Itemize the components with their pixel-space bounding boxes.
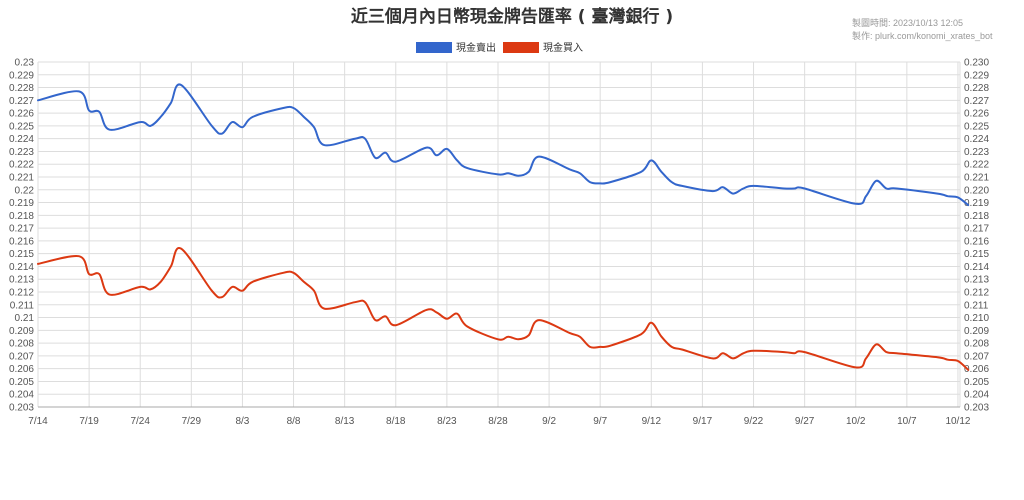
- legend-swatch-buy: [503, 42, 539, 53]
- y-tick-label-right: 0.207: [964, 351, 989, 362]
- y-tick-label-left: 0.205: [9, 377, 34, 388]
- y-tick-label-left: 0.207: [9, 351, 34, 362]
- y-tick-label-right: 0.206: [964, 364, 989, 375]
- y-tick-label-left: 0.228: [9, 83, 34, 94]
- x-tick-label: 9/2: [542, 416, 556, 427]
- y-tick-label-left: 0.206: [9, 364, 34, 375]
- y-tick-label-right: 0.213: [964, 275, 989, 286]
- legend-label-buy: 現金買入: [543, 41, 583, 54]
- y-tick-label-left: 0.211: [10, 300, 35, 311]
- y-tick-label-right: 0.214: [964, 262, 989, 273]
- x-tick-label: 10/12: [945, 416, 970, 427]
- y-tick-label-right: 0.208: [964, 339, 989, 350]
- x-tick-label: 7/19: [79, 416, 99, 427]
- x-tick-label: 8/13: [335, 416, 355, 427]
- grid-layer: [37, 61, 961, 408]
- x-tick-label: 10/2: [846, 416, 866, 427]
- y-tick-label-left: 0.214: [9, 262, 34, 273]
- y-tick-label-left: 0.217: [9, 224, 34, 235]
- legend: 現金賣出 現金買入: [416, 41, 583, 54]
- x-tick-label: 7/14: [28, 416, 48, 427]
- y-tick-label-left: 0.223: [9, 147, 34, 158]
- y-tick-label-left: 0.215: [9, 249, 34, 260]
- x-tick-label: 7/24: [130, 416, 150, 427]
- y-tick-label-right: 0.216: [964, 236, 989, 247]
- x-tick-label: 8/8: [287, 416, 301, 427]
- y-tick-label-left: 0.216: [9, 236, 34, 247]
- y-tick-label-right: 0.204: [964, 390, 989, 401]
- x-tick-label: 8/18: [386, 416, 406, 427]
- legend-swatch-sell: [416, 42, 452, 53]
- series-line-cash-buy: [37, 246, 970, 371]
- y-tick-label-left: 0.208: [9, 339, 34, 350]
- x-tick-label: 10/7: [897, 416, 917, 427]
- y-tick-label-right: 0.225: [964, 121, 989, 132]
- x-tick-label: 9/22: [744, 416, 764, 427]
- y-tick-label-right: 0.227: [964, 96, 989, 107]
- y-tick-label-right: 0.209: [964, 326, 989, 337]
- x-tick-label: 9/7: [593, 416, 607, 427]
- chart-made-by: 製作: plurk.com/konomi_xrates_bot: [852, 30, 993, 41]
- y-tick-label-left: 0.21: [15, 313, 35, 324]
- y-tick-label-left: 0.204: [9, 390, 34, 401]
- y-tick-label-left: 0.219: [9, 198, 34, 209]
- y-tick-label-right: 0.220: [964, 185, 989, 196]
- y-tick-label-right: 0.228: [964, 83, 989, 94]
- y-tick-label-right: 0.203: [964, 403, 989, 414]
- x-tick-label: 8/28: [488, 416, 508, 427]
- y-tick-label-left: 0.224: [9, 134, 34, 145]
- y-tick-label-right: 0.221: [964, 173, 989, 184]
- y-tick-label-left: 0.226: [9, 109, 34, 120]
- y-tick-label-right: 0.215: [964, 249, 989, 260]
- y-tick-label-left: 0.225: [9, 121, 34, 132]
- x-tick-label: 9/27: [795, 416, 815, 427]
- y-tick-label-right: 0.210: [964, 313, 989, 324]
- y-tick-label-left: 0.203: [9, 403, 34, 414]
- x-tick-label: 7/29: [182, 416, 202, 427]
- y-tick-label-right: 0.219: [964, 198, 989, 209]
- y-tick-label-right: 0.211: [964, 300, 989, 311]
- x-tick-label: 9/12: [642, 416, 662, 427]
- legend-label-sell: 現金賣出: [456, 41, 496, 54]
- y-tick-label-left: 0.227: [9, 96, 34, 107]
- y-tick-label-right: 0.212: [964, 288, 989, 299]
- y-tick-label-left: 0.218: [9, 211, 34, 222]
- y-tick-label-right: 0.222: [964, 160, 989, 171]
- y-tick-label-right: 0.218: [964, 211, 989, 222]
- y-tick-label-right: 0.217: [964, 224, 989, 235]
- y-tick-label-right: 0.226: [964, 109, 989, 120]
- series-layer: [37, 83, 970, 371]
- y-tick-label-left: 0.213: [9, 275, 34, 286]
- x-tick-label: 9/17: [693, 416, 713, 427]
- y-tick-label-left: 0.212: [9, 288, 34, 299]
- y-tick-label-left: 0.222: [9, 160, 34, 171]
- y-tick-label-right: 0.223: [964, 147, 989, 158]
- chart-title: 近三個月內日幣現金牌告匯率 ( 臺灣銀行 ): [351, 6, 673, 27]
- y-tick-label-left: 0.221: [9, 173, 34, 184]
- y-tick-label-right: 0.229: [964, 70, 989, 81]
- y-tick-label-right: 0.205: [964, 377, 989, 388]
- x-axis: 7/14 7/19 7/24 7/29 8/3 8/8 8/13 8/18 8/23 8/28 9/…: [28, 416, 971, 427]
- x-tick-label: 8/23: [437, 416, 457, 427]
- y-tick-label-right: 0.224: [964, 134, 989, 145]
- y-tick-label-left: 0.209: [9, 326, 34, 337]
- series-line-cash-sell: [37, 83, 970, 207]
- y-tick-label-left: 0.229: [9, 70, 34, 81]
- x-tick-label: 8/3: [235, 416, 249, 427]
- y-tick-label-right: 0.230: [964, 58, 989, 69]
- y-tick-label-left: 0.23: [15, 58, 35, 69]
- y-tick-label-left: 0.22: [15, 185, 35, 196]
- chart-made-time: 製圖時間: 2023/10/13 12:05: [852, 17, 963, 28]
